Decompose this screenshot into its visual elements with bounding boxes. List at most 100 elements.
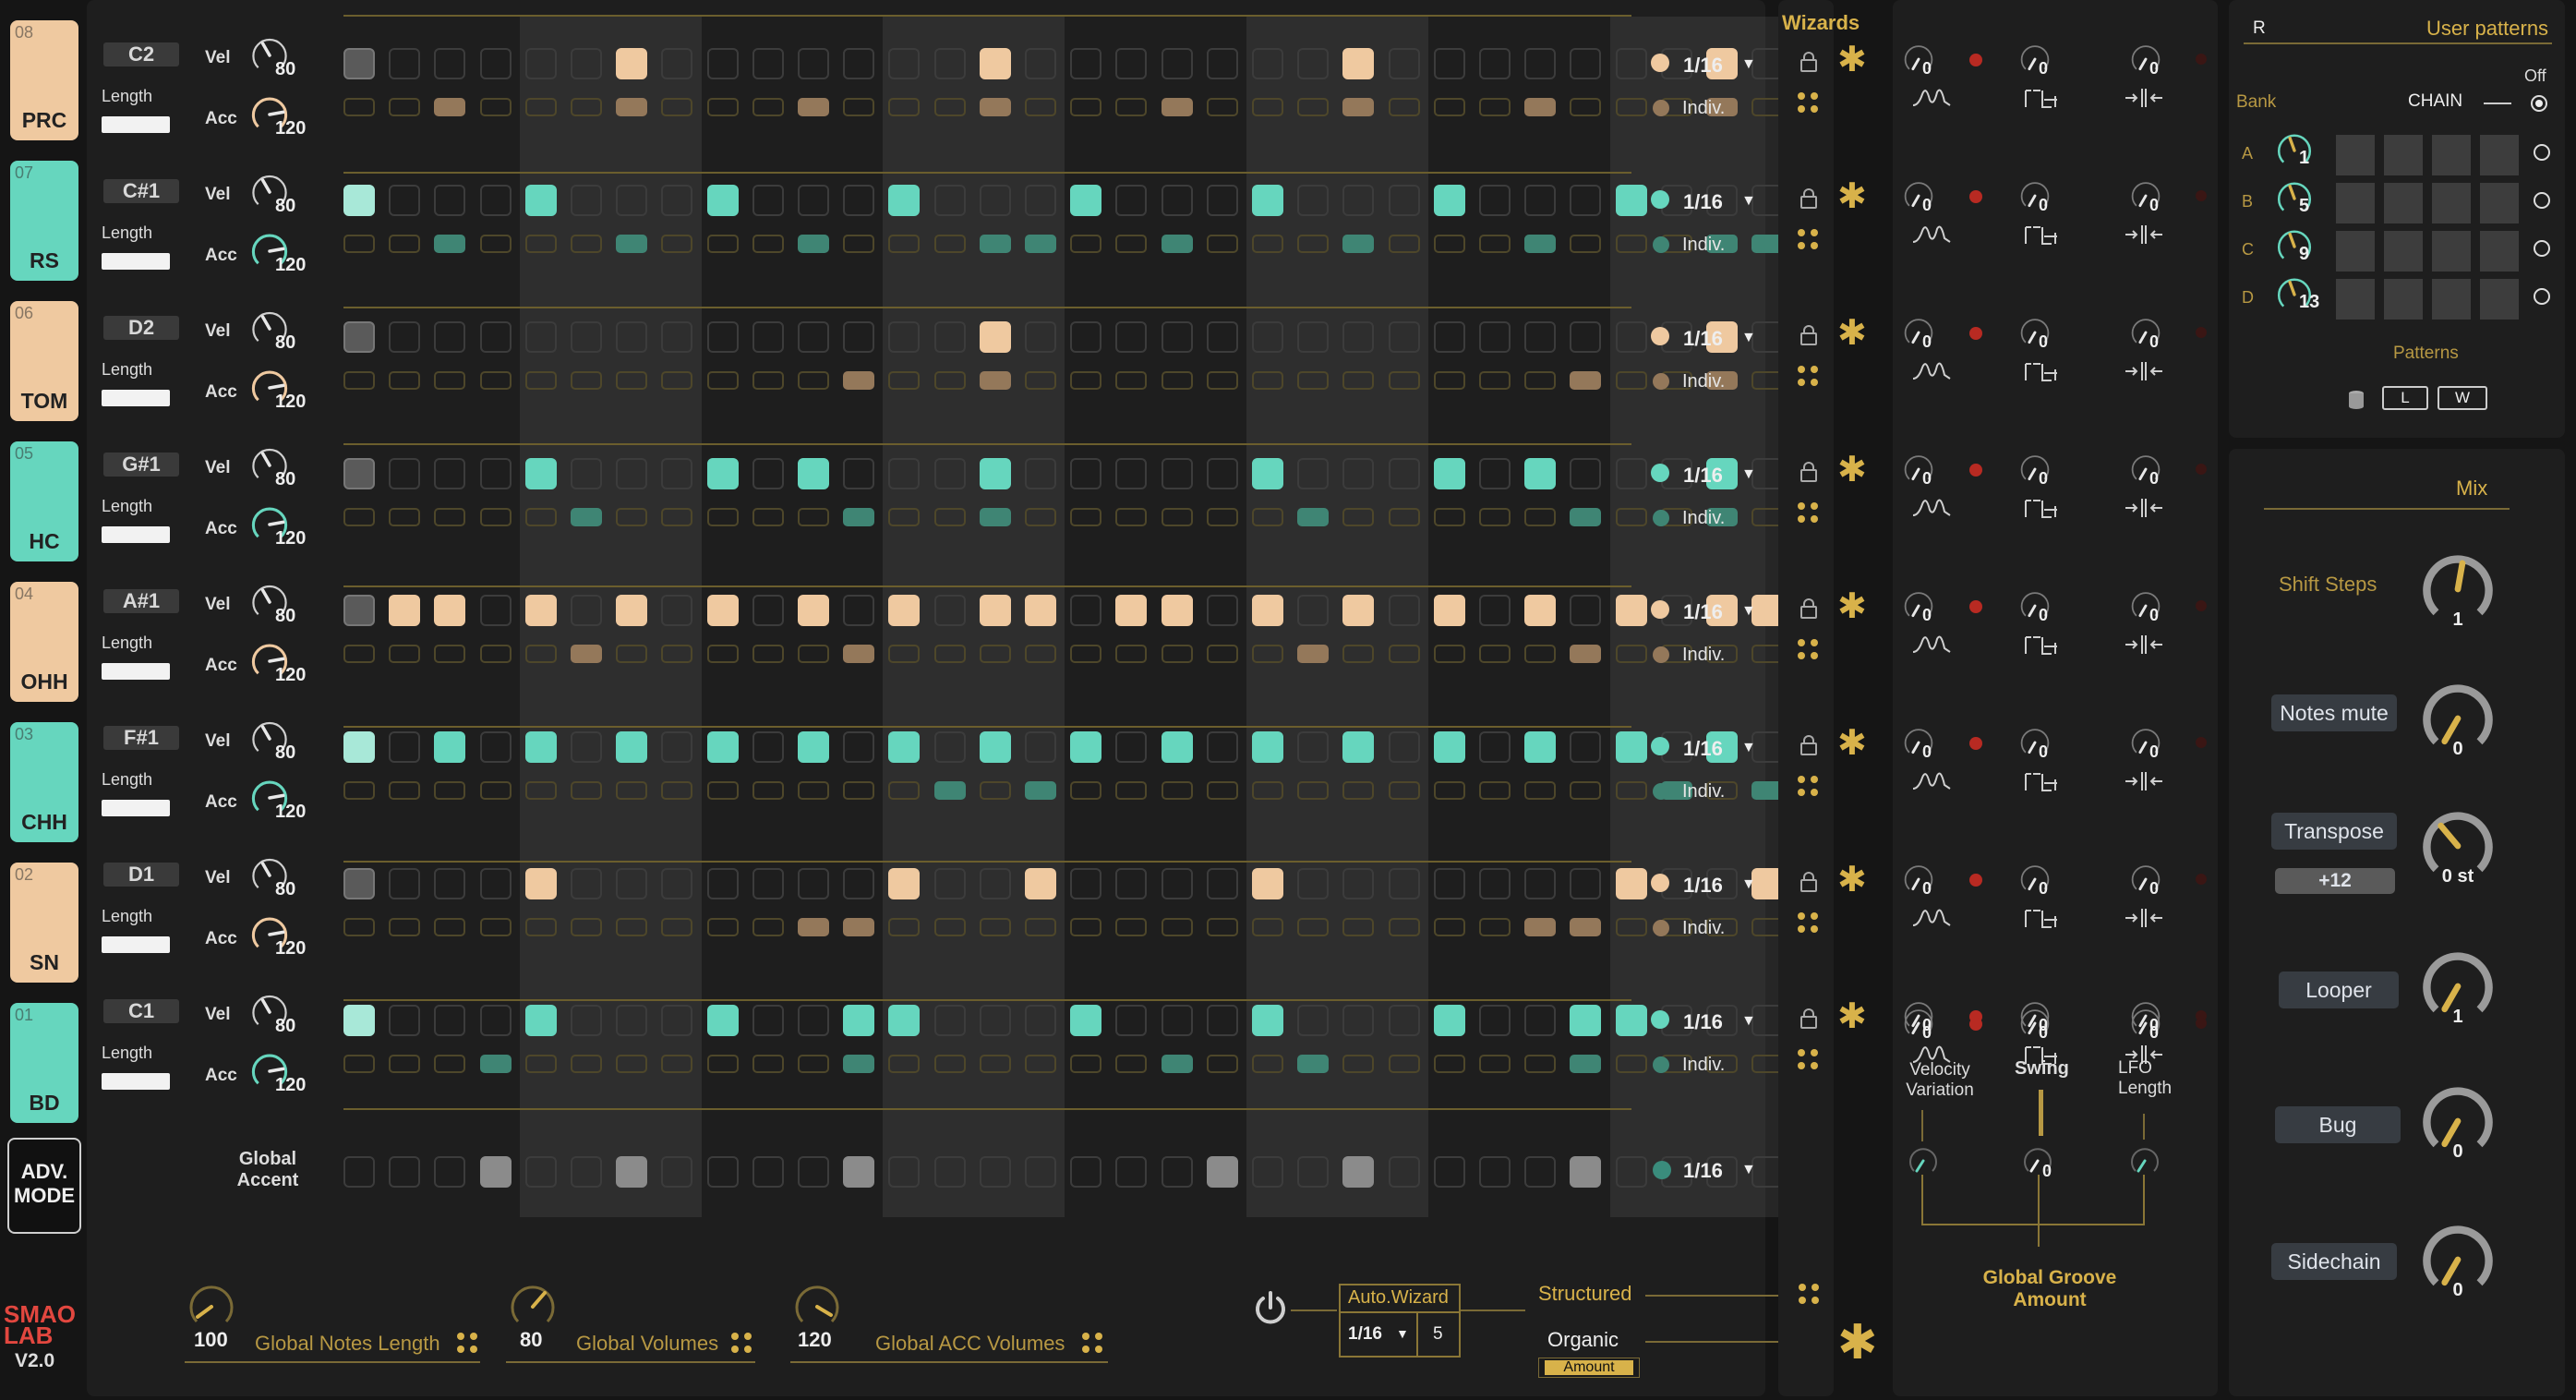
step-21[interactable] [1252,731,1283,763]
step-28[interactable] [1570,595,1602,626]
wizard-star-icon[interactable]: ✱ [1837,177,1867,216]
bank-knob[interactable] [2275,179,2314,218]
pad-tab-ohh[interactable]: 04 OHH [10,582,78,702]
swing-knob[interactable] [2018,1007,2052,1040]
step-27[interactable] [1524,731,1557,763]
accent-step-26[interactable] [1479,918,1511,936]
step-14[interactable] [933,1005,966,1036]
accent-step-13[interactable] [888,918,921,936]
step-1[interactable] [343,595,375,626]
accent-step-10[interactable] [752,781,784,800]
accent-step-4[interactable] [479,235,512,253]
swing-knob[interactable] [2018,863,2052,896]
step-10[interactable] [752,185,784,216]
step-15[interactable] [979,731,1011,763]
accent-step-25[interactable] [1433,371,1465,390]
lfo-length-knob[interactable] [2129,316,2162,349]
step-6[interactable] [571,321,602,353]
lfo-length-knob[interactable] [2129,1007,2162,1040]
acc-knob[interactable] [249,641,290,682]
rate-dropdown-icon[interactable]: ▼ [1741,56,1756,72]
step-31[interactable] [1706,458,1738,489]
step-28[interactable] [1570,868,1602,899]
step-2[interactable] [389,868,421,899]
accent-step-25[interactable] [1433,781,1465,800]
global-accent-step-25[interactable] [1433,1156,1465,1188]
step-10[interactable] [752,868,784,899]
accent-step-26[interactable] [1479,371,1511,390]
accent-step-24[interactable] [1388,1055,1420,1073]
step-10[interactable] [752,731,784,763]
accent-step-24[interactable] [1388,645,1420,663]
global-accent-step-29[interactable] [1615,1156,1647,1188]
accent-step-27[interactable] [1524,1055,1557,1073]
step-13[interactable] [888,1005,921,1036]
accent-step-24[interactable] [1388,371,1420,390]
accent-step-29[interactable] [1615,1055,1647,1073]
wizard-star-icon[interactable]: ✱ [1837,41,1867,79]
step-27[interactable] [1524,321,1557,353]
length-slider[interactable] [102,116,170,133]
vel-knob[interactable] [249,582,290,622]
global-accent-step-4[interactable] [479,1156,512,1188]
step-19[interactable] [1161,1005,1193,1036]
step-22[interactable] [1297,458,1330,489]
global-accent-step-8[interactable] [661,1156,693,1188]
step-12[interactable] [843,48,875,79]
accent-step-27[interactable] [1524,235,1557,253]
step-18[interactable] [1115,48,1148,79]
step-7[interactable] [616,458,648,489]
accent-step-13[interactable] [888,781,921,800]
mode-value[interactable]: Indiv. [1682,645,1726,665]
accent-step-3[interactable] [434,98,466,116]
global-accent-step-24[interactable] [1388,1156,1420,1188]
step-25[interactable] [1433,731,1465,763]
lfo-length-knob[interactable] [2129,453,2162,486]
accent-step-26[interactable] [1479,508,1511,526]
step-3[interactable] [434,731,466,763]
step-5[interactable] [524,595,557,626]
step-8[interactable] [661,48,693,79]
step-24[interactable] [1388,48,1420,79]
pattern-slot[interactable] [2432,183,2471,223]
step-26[interactable] [1479,185,1511,216]
swing-knob[interactable] [2018,726,2052,759]
accent-step-3[interactable] [434,1055,466,1073]
step-23[interactable] [1342,185,1375,216]
step-20[interactable] [1206,595,1238,626]
accent-step-27[interactable] [1524,508,1557,526]
accent-step-28[interactable] [1570,508,1602,526]
track-note[interactable]: C2 [103,42,179,66]
accent-step-21[interactable] [1252,508,1283,526]
user-patterns-r[interactable]: R [2253,18,2266,38]
notes-mute-knob[interactable] [2419,680,2497,757]
step-13[interactable] [888,48,921,79]
step-17[interactable] [1070,1005,1102,1036]
lfo-length-knob[interactable] [2129,726,2162,759]
accent-step-12[interactable] [843,918,875,936]
step-17[interactable] [1070,731,1102,763]
step-21[interactable] [1252,185,1283,216]
accent-step-12[interactable] [843,781,875,800]
accent-step-9[interactable] [706,235,739,253]
step-12[interactable] [843,321,875,353]
accent-step-1[interactable] [343,98,375,116]
step-27[interactable] [1524,868,1557,899]
step-7[interactable] [616,595,648,626]
step-5[interactable] [524,731,557,763]
step-10[interactable] [752,458,784,489]
step-25[interactable] [1433,1005,1465,1036]
accent-step-18[interactable] [1115,371,1148,390]
wizard-dots-icon[interactable] [1798,1049,1824,1075]
pattern-slot[interactable] [2480,183,2519,223]
accent-step-8[interactable] [661,645,693,663]
step-4[interactable] [479,48,512,79]
pattern-slot[interactable] [2432,231,2471,272]
wizard-star-icon[interactable]: ✱ [1837,861,1867,899]
global-volumes-dots-icon[interactable] [731,1333,757,1358]
amount-bar[interactable]: Amount [1538,1358,1640,1378]
mode-value[interactable]: Indiv. [1682,781,1726,802]
step-23[interactable] [1342,1005,1375,1036]
step-23[interactable] [1342,731,1375,763]
vel-variation-knob[interactable] [1902,179,1935,212]
